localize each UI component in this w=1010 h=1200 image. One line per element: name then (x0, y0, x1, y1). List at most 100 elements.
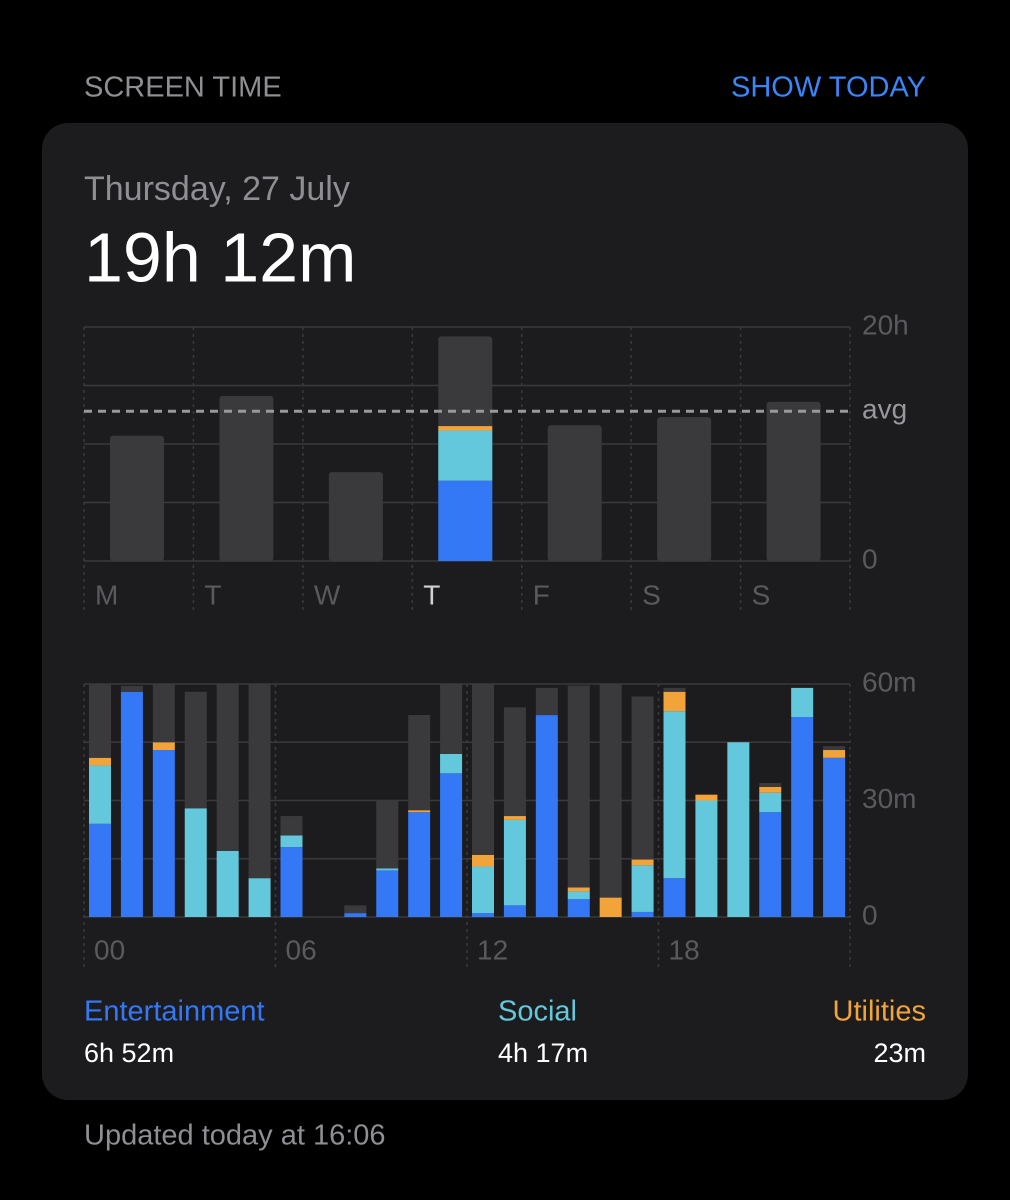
day-bar (657, 417, 712, 561)
hour-label: 06 (286, 934, 317, 965)
y-tick-label: 0 (862, 543, 878, 574)
category-segment (438, 426, 493, 431)
hour-segment (344, 913, 367, 917)
hour-segment (695, 794, 718, 801)
hour-segment (472, 684, 494, 855)
show-today-button[interactable]: SHOW TODAY (731, 72, 926, 104)
hour-segment (567, 685, 590, 888)
legend-name: Social (498, 996, 577, 1028)
hour-segment (376, 868, 399, 871)
hour-segment (472, 913, 494, 917)
hour-segment (376, 870, 399, 917)
average-label: avg (862, 394, 907, 425)
day-label: S (642, 579, 661, 610)
hour-segment (248, 684, 271, 879)
hour-label: 12 (477, 934, 508, 965)
hour-segment (791, 687, 814, 718)
day-bar (766, 401, 821, 561)
y-tick-label: 0 (862, 899, 878, 930)
day-label: M (95, 579, 118, 610)
hour-segment (631, 696, 654, 860)
legend-value: 4h 17m (498, 1038, 588, 1068)
hour-segment (408, 812, 431, 917)
day-label: F (533, 579, 550, 610)
hour-segment (759, 812, 782, 917)
day-bar (219, 396, 274, 561)
hour-segment (89, 757, 111, 766)
updated-note: Updated today at 16:06 (84, 1120, 386, 1152)
hour-segment (823, 746, 846, 751)
hour-segment (663, 687, 686, 692)
hour-segment (280, 816, 303, 836)
hour-segment (503, 905, 526, 917)
hour-segment (567, 887, 590, 892)
hour-segment (280, 835, 303, 848)
hour-segment (567, 899, 590, 917)
hour-label: 18 (669, 934, 700, 965)
hour-segment (376, 800, 399, 869)
hour-segment (791, 717, 814, 917)
hour-segment (727, 742, 750, 917)
hour-segment (184, 808, 207, 917)
day-label: S (752, 579, 771, 610)
hour-segment (152, 750, 175, 917)
hour-segment (184, 691, 207, 809)
section-title: SCREEN TIME (84, 72, 282, 104)
hour-segment (216, 850, 239, 917)
hour-segment (823, 757, 846, 917)
hour-segment (89, 765, 111, 824)
total-time: 19h 12m (84, 218, 356, 296)
legend-name: Entertainment (84, 996, 265, 1028)
hour-segment (248, 878, 271, 917)
y-tick-label: 30m (862, 783, 916, 814)
date: Thursday, 27 July (84, 170, 350, 208)
category-segment (438, 430, 493, 481)
hour-segment (567, 891, 590, 900)
hour-segment (823, 750, 846, 758)
hour-segment (503, 819, 526, 906)
hour-segment (503, 707, 526, 817)
hour-segment (759, 792, 782, 813)
day-bar (110, 435, 164, 561)
day-label: T (204, 579, 221, 610)
hour-segment (535, 687, 558, 716)
day-bar (547, 425, 602, 561)
hour-segment (120, 691, 143, 917)
y-tick-label: 20h (862, 309, 909, 340)
legend-value: 6h 52m (84, 1038, 174, 1068)
legend-value: 23m (873, 1038, 926, 1068)
hour-segment (599, 897, 622, 917)
hour-segment (759, 786, 782, 793)
day-label: T (423, 579, 440, 610)
hour-segment (472, 866, 494, 914)
y-tick-label: 60m (862, 666, 916, 697)
hour-segment (280, 847, 303, 917)
hour-segment (440, 684, 463, 754)
hour-segment (89, 684, 111, 758)
hour-segment (503, 816, 526, 820)
hour-segment (663, 691, 686, 712)
hour-label: 00 (94, 934, 125, 965)
hour-segment (89, 823, 111, 917)
hour-segment (120, 685, 143, 692)
hour-segment (631, 859, 654, 866)
day-label: W (314, 579, 341, 610)
hour-segment (759, 783, 782, 787)
hour-segment (599, 684, 622, 898)
hour-segment (663, 711, 686, 879)
hour-segment (472, 854, 494, 867)
day-bar (328, 472, 383, 561)
hour-segment (631, 911, 654, 917)
hour-segment (344, 905, 367, 914)
hour-segment (535, 715, 558, 917)
hour-segment (216, 684, 239, 851)
hour-segment (152, 684, 175, 743)
hour-segment (695, 800, 718, 917)
hour-segment (663, 878, 686, 917)
hour-segment (440, 773, 463, 917)
hour-segment (440, 753, 463, 774)
category-segment (438, 480, 493, 561)
legend-name: Utilities (833, 996, 926, 1028)
